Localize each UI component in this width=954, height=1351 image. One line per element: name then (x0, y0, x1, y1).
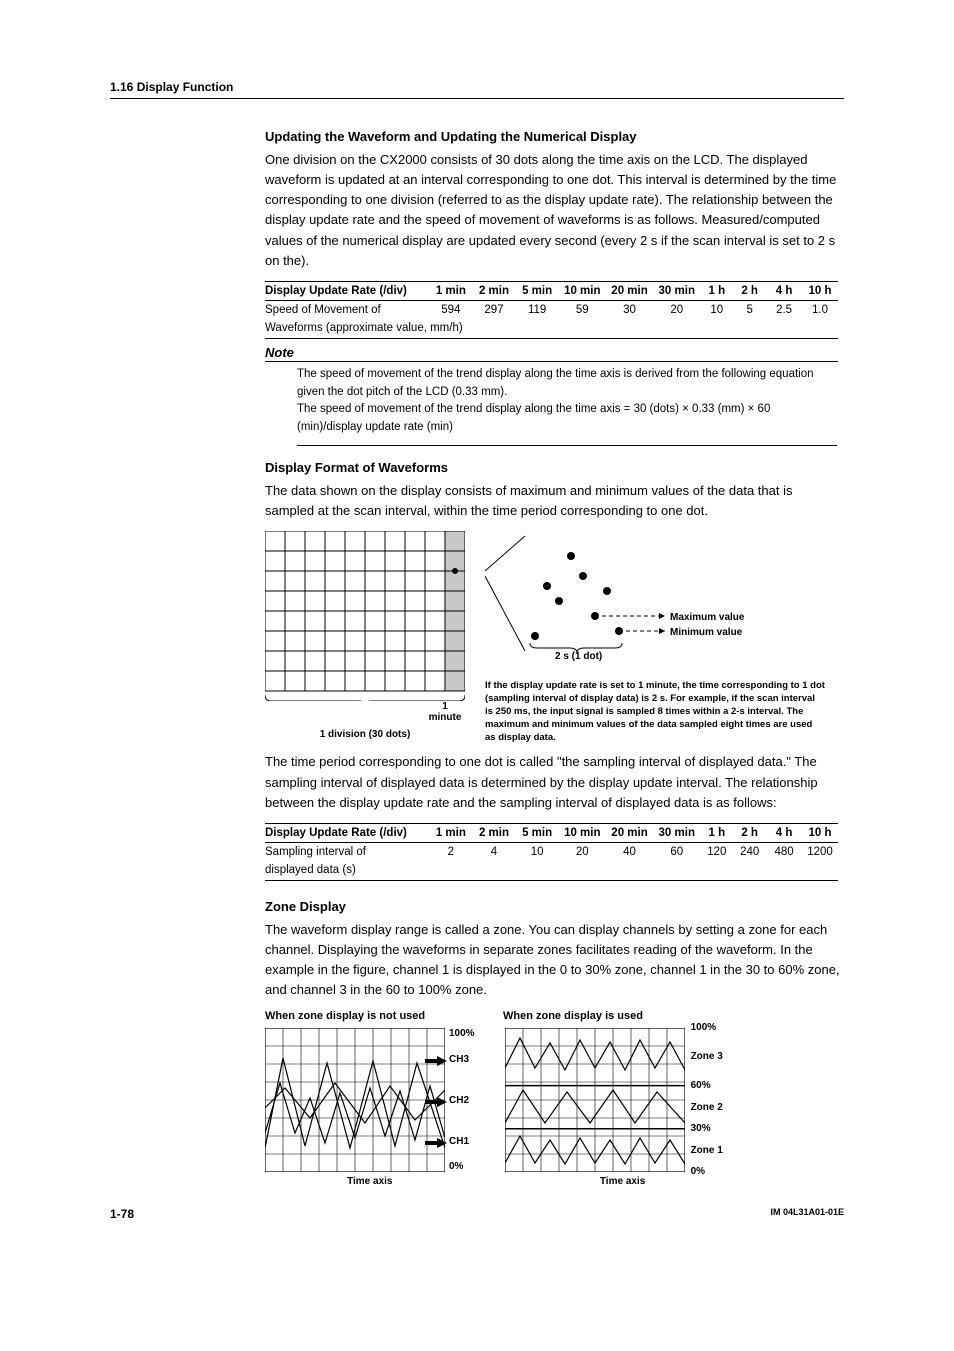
para-3: The time period corresponding to one dot… (265, 752, 844, 812)
diagram-zone: 100% CH3CH2CH1 0% Time axis 100%60%30%0%… (265, 1028, 844, 1187)
note-line-2: The speed of movement of the trend displ… (297, 401, 837, 437)
doc-id: IM 04L31A01-01E (770, 1207, 844, 1221)
table-speed: Display Update Rate (/div)1 min2 min5 mi… (265, 281, 838, 339)
heading-updating: Updating the Waveform and Updating the N… (265, 129, 844, 144)
svg-text:2 s (1 dot): 2 s (1 dot) (555, 651, 602, 662)
page-footer: 1-78 IM 04L31A01-01E (110, 1207, 844, 1221)
pct-100-left: 100% (449, 1028, 475, 1039)
label-1minute: 1 minute (425, 701, 465, 723)
note-line-1: The speed of movement of the trend displ… (297, 366, 837, 402)
label-1division: 1 division (30 dots) (320, 729, 411, 740)
page-number: 1-78 (110, 1207, 134, 1221)
para-1: One division on the CX2000 consists of 3… (265, 150, 844, 271)
diagram-sampling: 1 minute 1 division (30 dots) Maximum va… (265, 531, 844, 744)
note-body: The speed of movement of the trend displ… (297, 366, 837, 446)
note-label: Note (265, 345, 838, 362)
heading-format: Display Format of Waveforms (265, 460, 844, 475)
para-4: The waveform display range is called a z… (265, 920, 844, 1001)
zone-left-svg (265, 1028, 445, 1172)
grid-svg (265, 531, 465, 701)
zone-title-right: When zone display is used (503, 1010, 643, 1022)
zone-right-svg (505, 1028, 685, 1172)
svg-text:Maximum value: Maximum value (670, 612, 745, 623)
time-axis-right: Time axis (600, 1176, 645, 1187)
table-sampling: Display Update Rate (/div)1 min2 min5 mi… (265, 823, 838, 881)
diagram-caption: If the display update rate is set to 1 m… (485, 680, 825, 744)
pct-0-left: 0% (449, 1161, 475, 1172)
svg-text:Minimum value: Minimum value (670, 627, 743, 638)
zone-title-left: When zone display is not used (265, 1010, 503, 1022)
time-axis-left: Time axis (347, 1176, 392, 1187)
heading-zone: Zone Display (265, 899, 844, 914)
para-2: The data shown on the display consists o… (265, 481, 844, 521)
scatter-svg: Maximum value Minimum value 2 s (1 dot) (485, 531, 835, 671)
section-header: 1.16 Display Function (110, 80, 844, 99)
